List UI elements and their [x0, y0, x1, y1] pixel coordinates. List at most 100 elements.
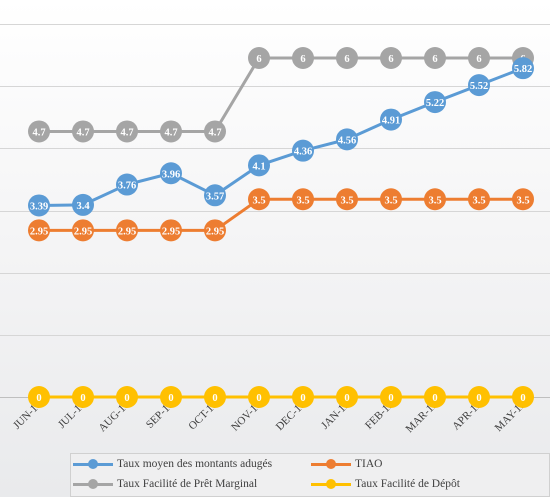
data-label-taux_moyen: 4.36 [294, 147, 312, 158]
data-label-tiao: 2.95 [74, 226, 92, 237]
data-label-depot: 0 [124, 393, 129, 404]
data-label-taux_moyen: 5.52 [470, 81, 488, 92]
data-label-tiao: 2.95 [30, 226, 48, 237]
data-label-tiao: 3.5 [428, 195, 441, 206]
data-label-tiao: 3.5 [252, 195, 265, 206]
data-label-depot: 0 [388, 393, 393, 404]
data-point-depot [248, 386, 270, 408]
data-label-taux_moyen: 3.76 [118, 181, 136, 192]
data-label-pret_marginal: 4.7 [208, 127, 221, 138]
data-point-pret_marginal [380, 47, 402, 69]
data-point-tiao [336, 188, 358, 211]
data-label-tiao: 2.95 [162, 226, 180, 237]
data-point-tiao [512, 188, 534, 211]
data-label-taux_moyen: 4.1 [252, 161, 265, 172]
data-point-taux_moyen [160, 162, 182, 185]
series-line-tiao [37, 197, 525, 232]
data-label-pret_marginal: 4.7 [120, 127, 133, 138]
data-label-depot: 0 [36, 393, 41, 404]
legend-item-tiao: TIAO [311, 458, 382, 470]
legend-label-tiao: TIAO [355, 458, 383, 470]
data-label-tiao: 2.95 [118, 226, 136, 237]
data-point-tiao [468, 188, 490, 211]
data-point-depot [512, 386, 534, 408]
data-point-depot [336, 386, 358, 408]
data-point-depot [292, 386, 314, 408]
data-label-depot: 0 [168, 393, 173, 404]
series-line-taux_moyen [37, 66, 525, 207]
data-point-pret_marginal [72, 120, 94, 143]
data-point-pret_marginal [248, 47, 270, 69]
data-label-tiao: 3.5 [340, 195, 353, 206]
data-label-pret_marginal: 4.7 [76, 127, 89, 138]
data-label-pret_marginal: 6 [388, 54, 393, 65]
data-label-depot: 0 [80, 393, 85, 404]
data-point-pret_marginal [424, 47, 446, 69]
data-point-pret_marginal [160, 120, 182, 143]
data-label-pret_marginal: 6 [344, 54, 349, 65]
data-point-pret_marginal [292, 47, 314, 69]
data-point-depot [468, 386, 490, 408]
data-point-tiao [160, 219, 182, 242]
data-point-taux_moyen [424, 91, 446, 114]
data-point-depot [160, 386, 182, 408]
legend-label-taux-moyen: Taux moyen des montants adugés [117, 458, 273, 470]
data-label-depot: 0 [520, 393, 525, 404]
data-point-depot [116, 386, 138, 408]
line-chart-plot: JUN-18 JUL-18 AUG-18 SEP-18 OCT-18 NOV-18 DEC-… [0, 24, 550, 435]
data-point-taux_moyen [72, 193, 94, 216]
legend-swatch-depot [311, 478, 351, 490]
legend-item-taux-moyen: Taux moyen des montants adugés [73, 458, 272, 470]
legend: Taux moyen des montants adugés TIAO Taux… [70, 453, 550, 497]
data-point-taux_moyen [512, 57, 534, 80]
data-label-taux_moyen: 4.56 [338, 135, 356, 146]
data-point-taux_moyen [292, 139, 314, 162]
data-point-depot [204, 386, 226, 408]
data-label-pret_marginal: 6 [432, 54, 437, 65]
legend-label-depot: Taux Facilité de Dépôt [355, 478, 460, 490]
legend-label-pret-marginal: Taux Facilité de Prêt Marginal [117, 478, 258, 490]
data-label-tiao: 3.5 [384, 195, 397, 206]
data-label-taux_moyen: 5.22 [426, 98, 444, 109]
data-point-pret_marginal [468, 47, 490, 69]
data-label-depot: 0 [212, 393, 217, 404]
data-label-pret_marginal: 4.7 [32, 127, 45, 138]
data-point-pret_marginal [116, 120, 138, 143]
data-point-tiao [204, 219, 226, 242]
data-point-taux_moyen [248, 154, 270, 177]
data-label-taux_moyen: 3.4 [76, 201, 90, 212]
legend-item-depot: Taux Facilité de Dépôt [311, 478, 460, 490]
data-point-pret_marginal [336, 47, 358, 69]
data-point-tiao [116, 219, 138, 242]
data-label-taux_moyen: 3.39 [30, 201, 48, 212]
data-point-depot [28, 386, 50, 408]
data-point-taux_moyen [380, 108, 402, 131]
legend-swatch-pret-marginal [73, 478, 113, 490]
data-label-tiao: 2.95 [206, 226, 224, 237]
data-point-depot [72, 386, 94, 408]
data-point-tiao [72, 219, 94, 242]
data-point-taux_moyen [336, 128, 358, 151]
data-point-pret_marginal [204, 120, 226, 143]
data-label-tiao: 3.5 [516, 195, 529, 206]
data-point-tiao [292, 188, 314, 211]
data-point-depot [380, 386, 402, 408]
legend-item-pret-marginal: Taux Facilité de Prêt Marginal [73, 478, 257, 490]
data-point-taux_moyen [116, 173, 138, 196]
data-point-tiao [248, 188, 270, 211]
data-point-taux_moyen [468, 74, 490, 97]
data-point-taux_moyen [204, 184, 226, 207]
data-label-pret_marginal: 6 [256, 54, 261, 65]
data-label-pret_marginal: 4.7 [164, 127, 177, 138]
legend-swatch-tiao [311, 458, 351, 470]
data-point-depot [424, 386, 446, 408]
data-point-tiao [424, 188, 446, 211]
data-point-taux_moyen [28, 194, 50, 217]
data-label-tiao: 3.5 [472, 195, 485, 206]
data-label-taux_moyen: 3.57 [206, 191, 224, 202]
data-point-tiao [28, 219, 50, 242]
data-label-depot: 0 [300, 393, 305, 404]
data-point-tiao [380, 188, 402, 211]
data-label-depot: 0 [476, 393, 481, 404]
